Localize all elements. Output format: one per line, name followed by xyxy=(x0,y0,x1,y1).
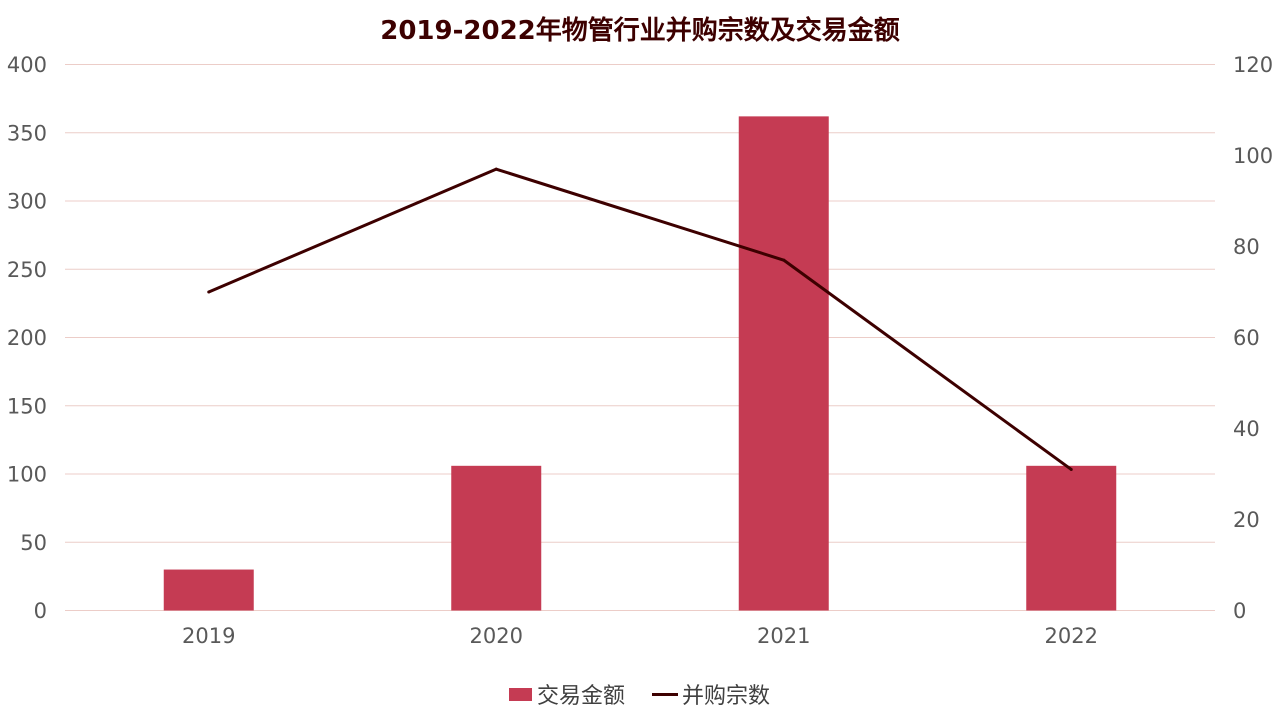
line-point xyxy=(207,290,211,294)
y-right-tick-label: 0 xyxy=(1233,599,1246,623)
chart-title: 2019-2022年物管行业并购宗数及交易金额 xyxy=(380,15,900,46)
y-left-tick-label: 400 xyxy=(7,53,47,77)
y-left-tick-label: 300 xyxy=(7,190,47,214)
legend-label-line: 并购宗数 xyxy=(682,684,770,709)
legend: 交易金额 并购宗数 xyxy=(509,684,770,709)
bar xyxy=(1026,465,1117,611)
y-right-tick-label: 40 xyxy=(1233,417,1260,441)
y-right-tick-label: 60 xyxy=(1233,326,1260,350)
y-left-tick-label: 350 xyxy=(7,121,47,145)
line-point xyxy=(494,167,498,171)
x-axis: 2019 2020 2021 2022 xyxy=(182,624,1098,648)
x-tick-label: 2020 xyxy=(470,624,523,648)
y-right-tick-label: 100 xyxy=(1233,144,1273,168)
gridlines xyxy=(65,64,1215,611)
line-point xyxy=(782,258,786,262)
y-right-tick-label: 120 xyxy=(1233,53,1273,77)
bar xyxy=(451,465,542,611)
right-axis: 0 20 40 60 80 100 120 xyxy=(1233,53,1273,623)
legend-label-bar: 交易金额 xyxy=(537,684,625,709)
y-right-tick-label: 20 xyxy=(1233,508,1260,532)
bar xyxy=(163,569,254,611)
bar-series xyxy=(163,116,1117,611)
y-right-tick-label: 80 xyxy=(1233,235,1260,259)
y-left-tick-label: 100 xyxy=(7,463,47,487)
y-left-tick-label: 150 xyxy=(7,394,47,418)
y-left-tick-label: 50 xyxy=(20,531,47,555)
y-left-tick-label: 250 xyxy=(7,258,47,282)
series-line xyxy=(208,167,1073,471)
line-series xyxy=(207,167,1073,471)
y-left-tick-label: 0 xyxy=(34,599,47,623)
y-left-tick-label: 200 xyxy=(7,326,47,350)
x-tick-label: 2022 xyxy=(1045,624,1098,648)
x-tick-label: 2019 xyxy=(182,624,235,648)
left-axis: 0 50 100 150 200 250 300 350 400 xyxy=(7,53,47,623)
line-point xyxy=(1069,467,1073,471)
x-tick-label: 2021 xyxy=(757,624,810,648)
legend-bar-swatch xyxy=(509,688,532,701)
bar xyxy=(738,116,829,611)
